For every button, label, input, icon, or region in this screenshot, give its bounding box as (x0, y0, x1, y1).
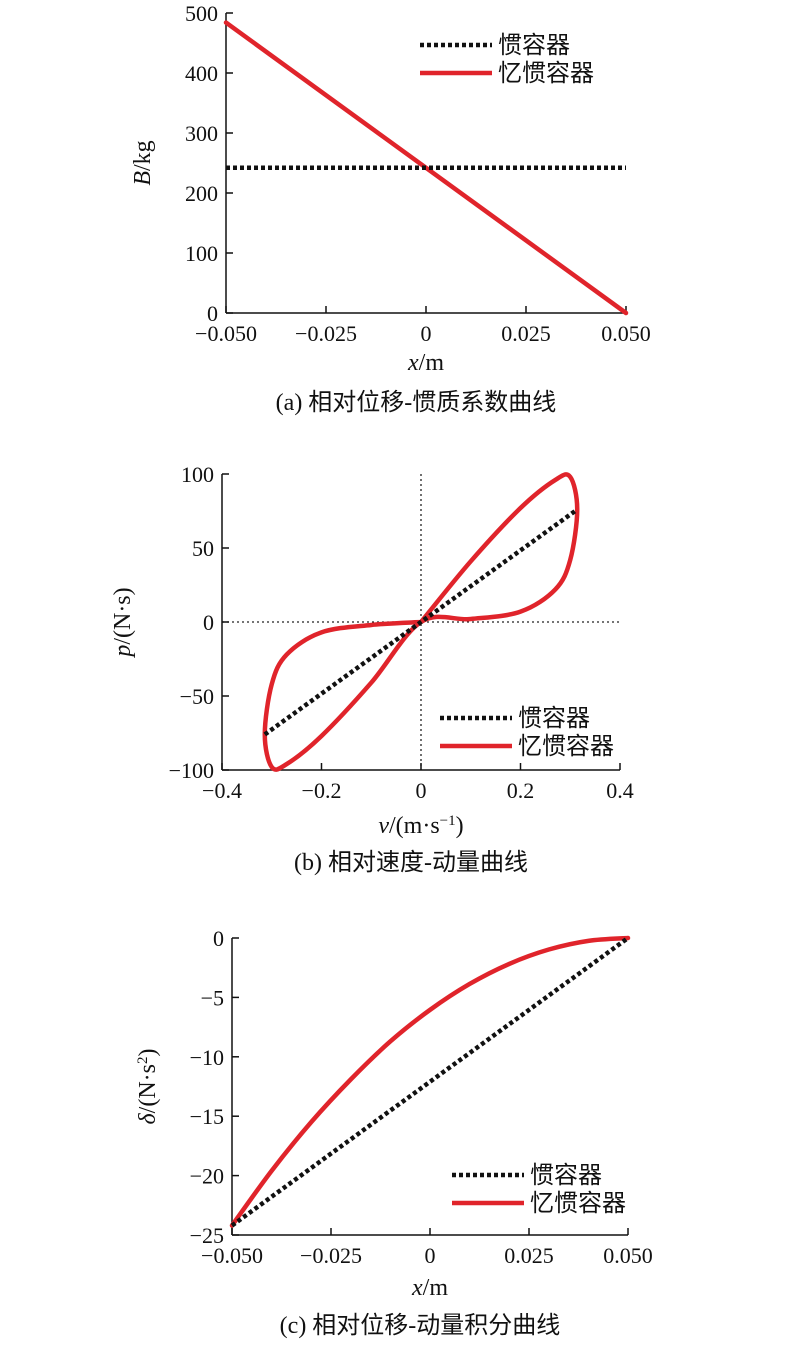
x-tick-label: −0.025 (300, 1243, 362, 1268)
y-axis-label: δ/(N·s2) (135, 1049, 161, 1125)
series-line-memristive-inerter (229, 935, 631, 1228)
chart-2: −0.4 −0.2 0 0.2 0.4 −100 −50 0 50 100 v/(m·s−1) p/(… (110, 462, 634, 876)
y-tick-label: 200 (185, 181, 218, 206)
chart-3: −0.050 −0.025 0 0.025 0.050 −25 −20 −15 −10 −5 0 x/… (135, 926, 653, 1339)
legend-label: 惯容器 (498, 31, 570, 59)
x-tick-label: 0.050 (601, 321, 651, 346)
x-axis-label: x/m (407, 350, 444, 376)
y-tick-label: 0 (207, 301, 218, 326)
series-line-inerter (263, 507, 579, 737)
y-axis-label: p/(N·s) (110, 587, 136, 658)
chart-caption: (c) 相对位移-动量积分曲线 (280, 1312, 561, 1339)
y-tick-label: 100 (185, 241, 218, 266)
x-tick-label: −0.050 (195, 321, 257, 346)
legend-label: 惯容器 (518, 704, 590, 732)
x-tick-label: 0 (425, 1243, 436, 1268)
y-tick-label: 300 (185, 121, 218, 146)
x-tick-label: −0.4 (202, 778, 242, 803)
y-tick-label: −15 (190, 1104, 224, 1129)
x-tick-label: 0.4 (606, 778, 634, 803)
y-tick-label: 0 (213, 926, 224, 951)
x-axis-label: v/(m·s−1) (378, 813, 463, 839)
y-tick-label: 100 (181, 462, 214, 487)
x-tick-label: 0.025 (501, 321, 551, 346)
x-tick-label: 0 (421, 321, 432, 346)
y-tick-label: 500 (185, 1, 218, 26)
legend-label: 忆惯容器 (530, 1189, 626, 1217)
x-tick-label: −0.050 (201, 1243, 263, 1268)
y-tick-label: 50 (192, 536, 214, 561)
y-tick-label: −50 (180, 684, 214, 709)
chart-1: −0.050 −0.025 0 0.025 0.050 0 100 200 300 400 500 x… (130, 1, 651, 416)
x-tick-label: −0.2 (302, 778, 342, 803)
x-axis-label: x/m (411, 1275, 448, 1301)
legend-label: 惯容器 (530, 1161, 602, 1189)
x-tick-label: 0.2 (507, 778, 535, 803)
y-tick-label: 400 (185, 61, 218, 86)
legend-label: 忆惯容器 (518, 732, 614, 760)
y-tick-label: −100 (169, 758, 214, 783)
y-tick-label: 0 (203, 610, 214, 635)
x-tick-label: 0 (416, 778, 427, 803)
y-tick-label: −25 (190, 1223, 224, 1248)
legend-label: 忆惯容器 (498, 59, 594, 87)
chart-caption: (b) 相对速度-动量曲线 (294, 849, 528, 876)
y-tick-label: −5 (201, 985, 224, 1010)
x-tick-label: 0.050 (603, 1243, 653, 1268)
y-tick-label: −20 (190, 1164, 224, 1189)
x-tick-label: −0.025 (295, 321, 357, 346)
chart-caption: (a) 相对位移-惯质系数曲线 (276, 389, 557, 416)
series-line-inerter (230, 936, 630, 1228)
y-axis-label: B/kg (130, 140, 156, 185)
y-tick-label: −10 (190, 1045, 224, 1070)
x-tick-label: 0.025 (504, 1243, 554, 1268)
